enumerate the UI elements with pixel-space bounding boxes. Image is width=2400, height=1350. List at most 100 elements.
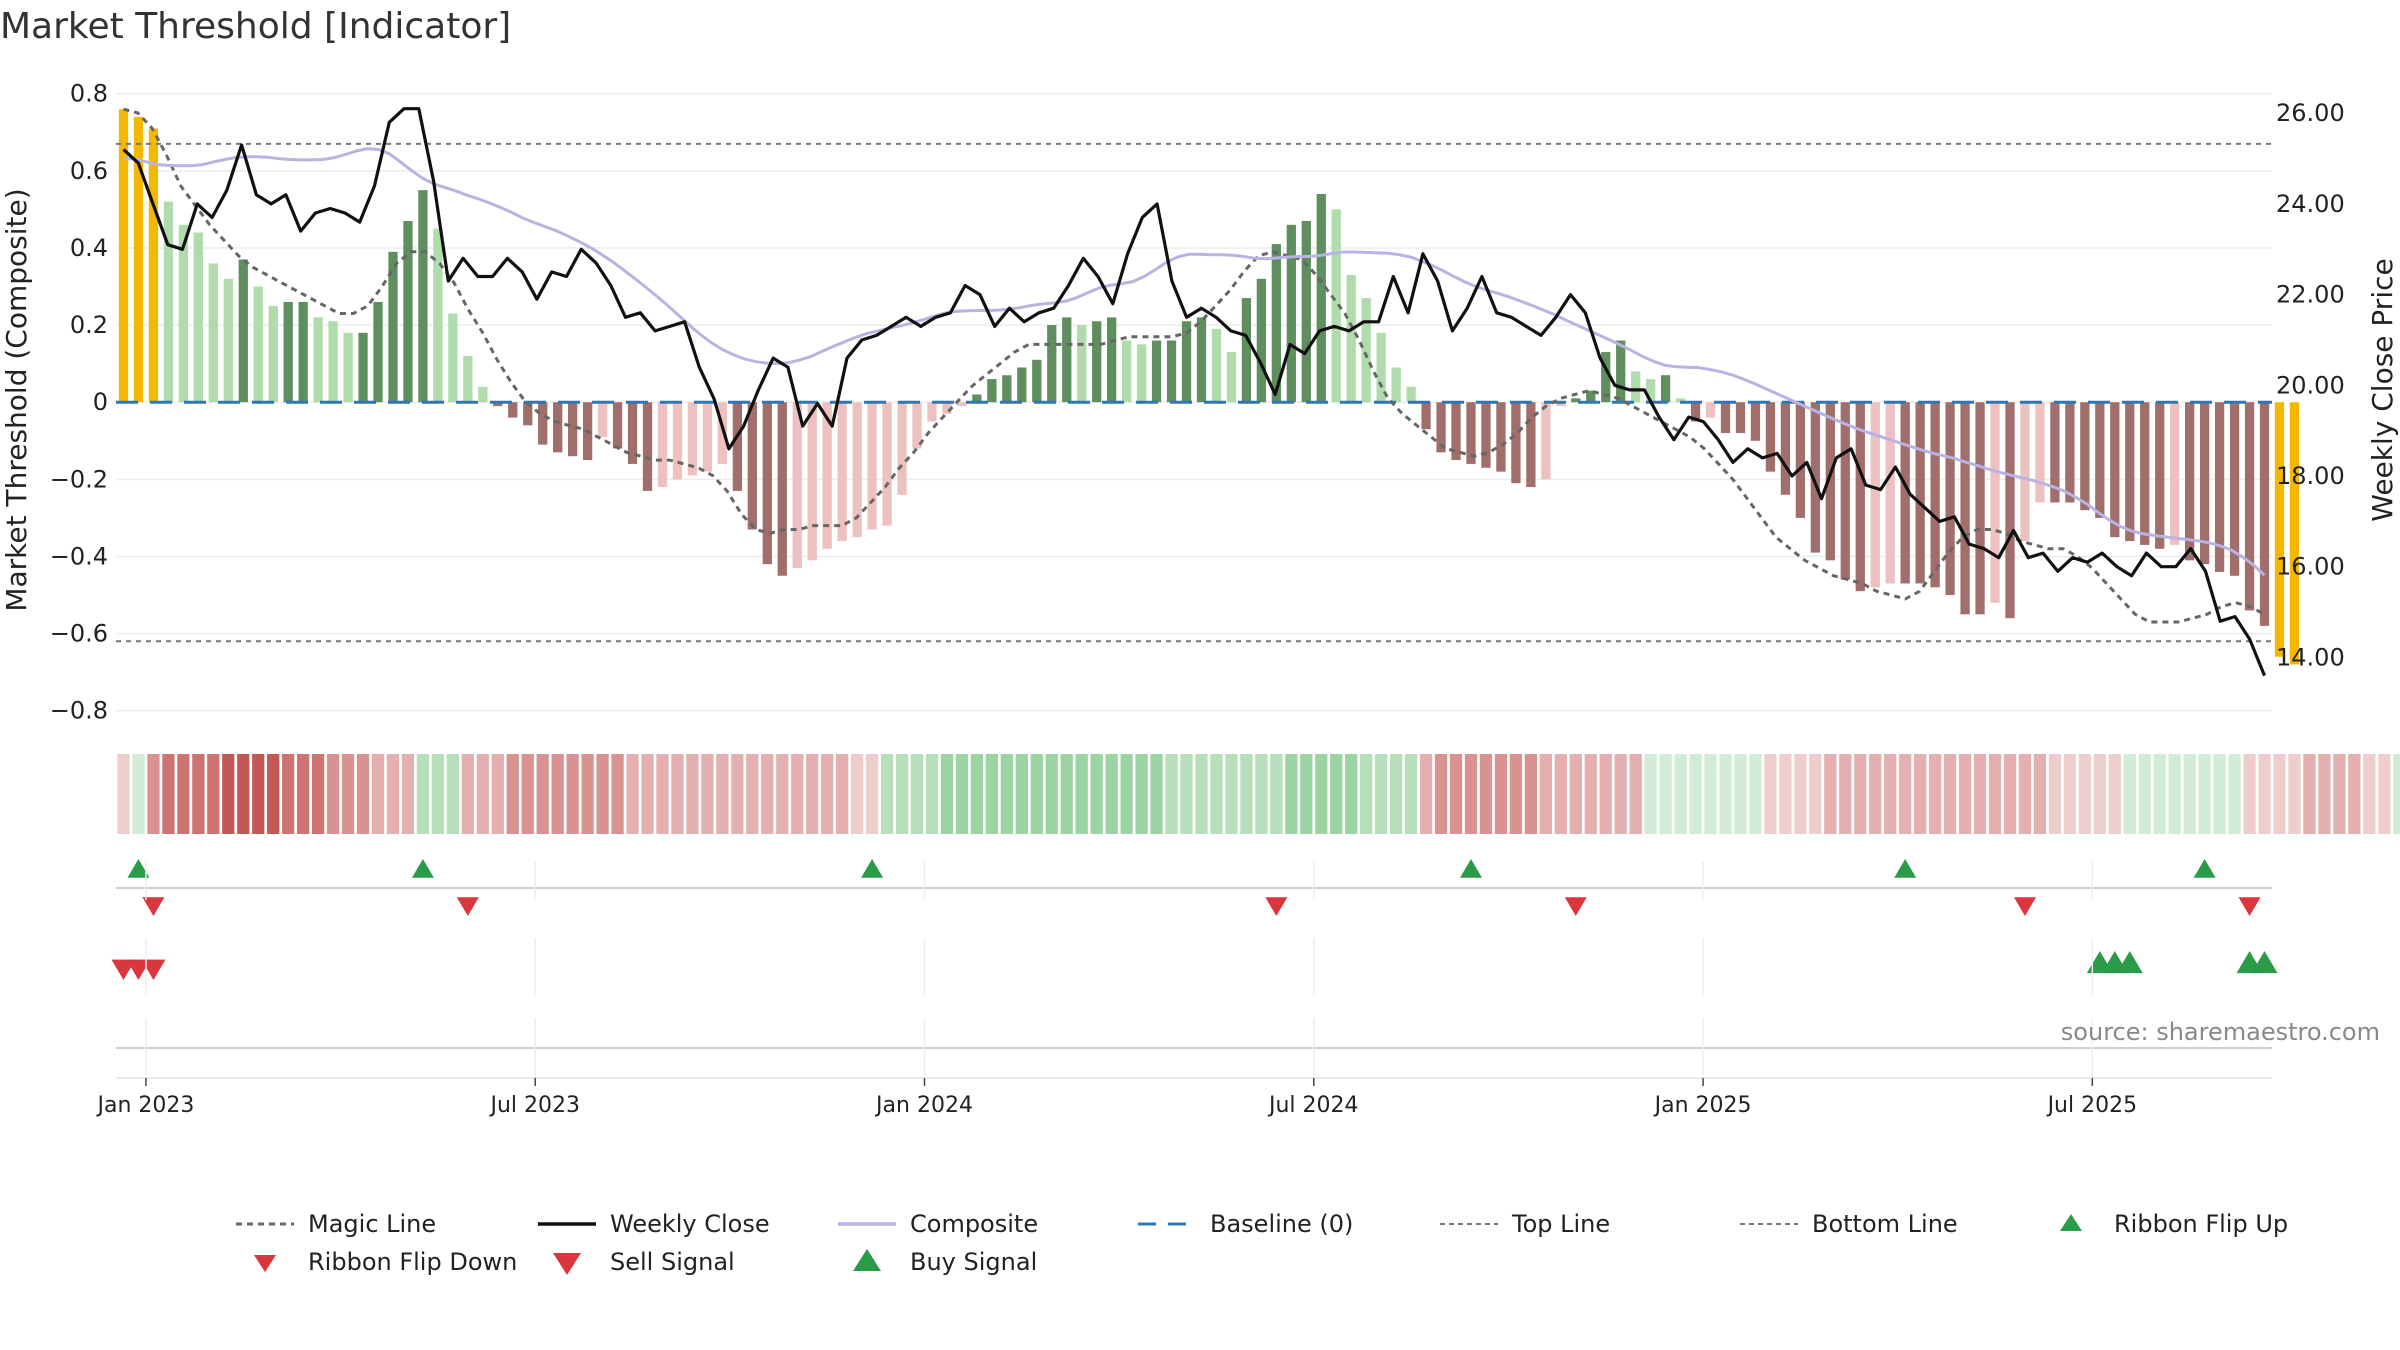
ribbon-cell [371, 754, 385, 834]
ribbon-cell [1854, 754, 1867, 834]
ribbon-cell [806, 754, 819, 834]
ribbon-cell [491, 754, 504, 834]
composite-bar [343, 332, 353, 403]
ribbon-cell [192, 754, 205, 834]
ribbon-cell [177, 754, 190, 834]
x-tick-label: Jan 2025 [1653, 1093, 1752, 1118]
composite-bar [612, 402, 623, 449]
composite-bar [837, 402, 847, 542]
magic-line [123, 107, 2266, 624]
ribbon-cell [1569, 754, 1582, 834]
composite-bar [1735, 402, 1746, 434]
legend-swatch-buy [853, 1249, 881, 1271]
ribbon-cell [1090, 754, 1103, 834]
legend-label: Ribbon Flip Up [2114, 1210, 2288, 1238]
ribbon-cell [1689, 754, 1702, 834]
x-tick-label: Jan 2023 [95, 1093, 194, 1118]
ribbon-cell [2063, 754, 2077, 834]
composite-bar [792, 402, 802, 569]
composite-bar [1211, 328, 1222, 403]
composite-bar [2185, 402, 2195, 561]
composite-bar [1121, 340, 1132, 403]
composite-bar [208, 263, 218, 403]
y-tick-right-label: 14.00 [2276, 643, 2345, 671]
composite-bar [1481, 402, 1491, 468]
composite-bar [1601, 352, 1611, 403]
ribbon-cell [1629, 754, 1642, 834]
composite-bar [493, 402, 503, 407]
ribbon-cell [536, 754, 549, 834]
ribbon-cell [237, 754, 250, 834]
ribbon-cell [1704, 754, 1717, 834]
ribbon-cell [641, 754, 654, 834]
ribbon-flip-down-marker [2238, 897, 2261, 916]
composite-bar [972, 394, 982, 403]
composite-bar [1166, 340, 1177, 403]
weekly-close-line [122, 107, 2266, 677]
composite-bar [1810, 402, 1820, 553]
ribbon-cell [1434, 754, 1448, 834]
composite-bar [538, 402, 548, 445]
ribbon-cell [1779, 754, 1792, 834]
composite-bar [882, 402, 892, 526]
x-tick-label: Jul 2023 [488, 1093, 580, 1118]
composite-bar [523, 402, 533, 426]
y-tick-right-label: 20.00 [2276, 371, 2345, 399]
composite-bar [822, 402, 832, 549]
composite-bar [807, 402, 817, 561]
composite-bar [1541, 402, 1551, 480]
composite-bar [373, 301, 383, 403]
composite-bar [1586, 390, 1596, 403]
ribbon-cell [431, 754, 445, 834]
ribbon-cell [2288, 754, 2301, 834]
ribbon-cell [386, 754, 400, 834]
ribbon-cell [1494, 754, 1508, 834]
composite-bar [1391, 367, 1401, 403]
composite-bar [1256, 278, 1267, 403]
ribbon-flip-up-marker [861, 859, 884, 878]
ribbon-cell [1180, 754, 1193, 834]
ribbon-cell [401, 754, 415, 834]
composite-bar [957, 402, 967, 407]
ribbon-cell [2018, 754, 2032, 834]
composite-bar [2155, 402, 2165, 549]
composite-bar [1136, 344, 1147, 403]
ribbon-cell [1644, 754, 1657, 834]
ribbon-cell [282, 754, 295, 834]
composite-bar [1002, 375, 1012, 403]
composite-bar [867, 402, 877, 530]
composite-bar [298, 301, 308, 403]
composite-bar [1496, 402, 1506, 472]
buy-signal-marker [2251, 951, 2278, 974]
ribbon-flip-up-marker [411, 859, 434, 878]
ribbon-cell [1973, 754, 1987, 834]
y-axis-left-label: Market Threshold (Composite) [0, 188, 33, 611]
y-tick-left-label: 0.4 [70, 234, 108, 262]
ribbon-cell [626, 754, 639, 834]
composite-bar [1930, 402, 1940, 588]
ribbon-cell [596, 754, 609, 834]
ribbon-cell [506, 754, 519, 834]
ribbon-cell [1330, 754, 1343, 834]
ribbon-cell [686, 754, 699, 834]
ribbon-cell [776, 754, 789, 834]
ribbon-cell [2168, 754, 2181, 834]
ribbon-cell [267, 754, 280, 834]
legend-label: Sell Signal [610, 1248, 735, 1276]
ribbon-cell [1659, 754, 1672, 834]
composite-bar [1825, 402, 1835, 561]
signal-markers [111, 859, 2278, 980]
composite-bar [403, 220, 413, 403]
composite-bar [2140, 402, 2150, 545]
ribbon-cell [1599, 754, 1612, 834]
legend-label: Composite [910, 1210, 1038, 1238]
composite-bar [1780, 402, 1791, 495]
ribbon-cell [2258, 754, 2271, 834]
composite-bar [987, 379, 997, 403]
composite-bar [448, 313, 458, 403]
composite-bar [1616, 340, 1626, 403]
composite-bar [1571, 398, 1581, 403]
chart-title: Market Threshold [Indicator] [0, 6, 511, 47]
composite-bar [328, 321, 338, 403]
composite-bar [732, 402, 742, 491]
